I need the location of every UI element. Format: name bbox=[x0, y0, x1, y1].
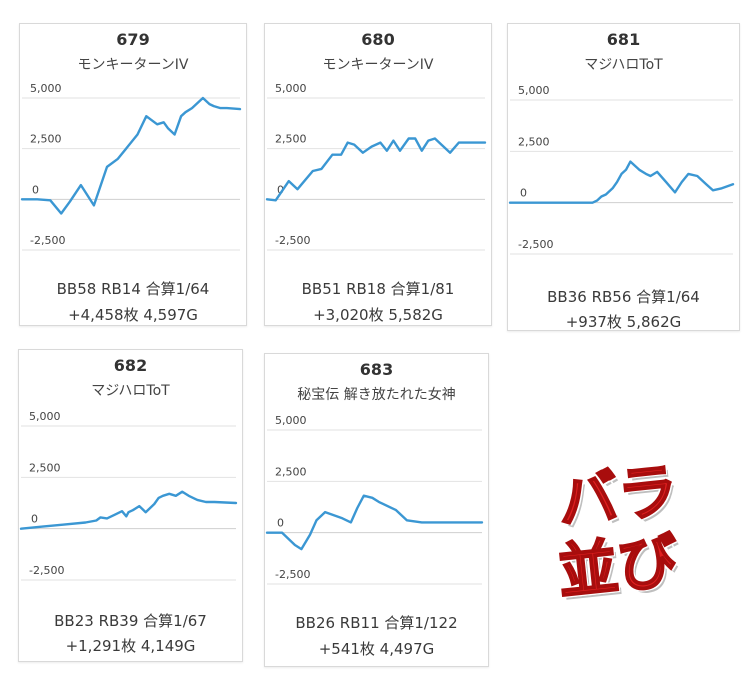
machine-number: 683 bbox=[359, 360, 394, 379]
machine-model: マジハロToT bbox=[584, 57, 663, 73]
bonus-stats: BB23 RB39 合算1/67 bbox=[54, 612, 207, 630]
machine-number: 681 bbox=[606, 30, 641, 49]
y-tick-label: -2,500 bbox=[275, 568, 310, 581]
line-chart: 5,000 2,500 0 -2,500 bbox=[265, 82, 487, 251]
y-tick-label: 5,000 bbox=[29, 410, 61, 423]
machine-model: モンキーターンIV bbox=[77, 57, 189, 73]
y-tick-label: 2,500 bbox=[30, 133, 62, 146]
bonus-stats: BB36 RB56 合算1/64 bbox=[547, 288, 700, 306]
y-tick-label: 5,000 bbox=[30, 82, 62, 95]
series-line bbox=[19, 490, 238, 530]
y-tick-label: 2,500 bbox=[275, 465, 307, 478]
y-tick-label: 5,000 bbox=[275, 414, 307, 427]
machine-model: 秘宝伝 解き放たれた女神 bbox=[297, 387, 456, 403]
result-stats: +937枚 5,862G bbox=[565, 313, 682, 331]
y-tick-label: 0 bbox=[32, 183, 39, 196]
y-tick-label: 2,500 bbox=[29, 461, 61, 474]
result-stats: +3,020枚 5,582G bbox=[313, 306, 443, 324]
bonus-stats: BB51 RB18 合算1/81 bbox=[301, 280, 455, 298]
machine-number: 679 bbox=[116, 30, 150, 49]
y-tick-label: 5,000 bbox=[518, 84, 550, 97]
y-tick-label: 2,500 bbox=[275, 133, 307, 146]
bonus-stats: BB26 RB11 合算1/122 bbox=[295, 614, 458, 632]
line-chart: 5,000 2,500 0 -2,500 bbox=[265, 414, 484, 585]
chart-card-683: 683 秘宝伝 解き放たれた女神 5,000 2,500 0 -2,500 BB26 RB1… bbox=[264, 353, 489, 667]
machine-model: モンキーターンIV bbox=[322, 57, 434, 73]
y-tick-label: -2,500 bbox=[29, 564, 64, 577]
y-tick-label: -2,500 bbox=[518, 238, 553, 251]
bara-narabi-stamp: バラ 並び bbox=[548, 455, 688, 612]
chart-card-679: 679 モンキーターンIV 5,000 2,500 0 -2,500 BB58 RB14 合… bbox=[19, 23, 247, 326]
line-chart: 5,000 2,500 0 -2,500 bbox=[20, 82, 242, 251]
result-stats: +1,291枚 4,149G bbox=[65, 637, 196, 655]
series-line bbox=[20, 96, 242, 215]
bonus-stats: BB58 RB14 合算1/64 bbox=[56, 280, 210, 298]
machine-number: 680 bbox=[361, 30, 395, 49]
stamp-line-2: 並び bbox=[554, 525, 683, 609]
y-tick-label: 0 bbox=[31, 513, 38, 526]
result-stats: +541枚 4,497G bbox=[318, 640, 435, 658]
y-tick-label: 2,500 bbox=[518, 135, 550, 148]
series-line bbox=[265, 494, 484, 551]
machine-number: 682 bbox=[113, 356, 148, 375]
line-chart: 5,000 2,500 0 -2,500 bbox=[19, 410, 238, 581]
y-tick-label: 5,000 bbox=[275, 82, 307, 95]
y-tick-label: -2,500 bbox=[275, 234, 310, 247]
y-tick-label: 0 bbox=[520, 187, 527, 200]
series-line bbox=[265, 137, 487, 202]
machine-model: マジハロToT bbox=[91, 383, 170, 399]
series-line bbox=[508, 160, 735, 204]
y-tick-label: 0 bbox=[277, 517, 284, 530]
line-chart: 5,000 2,500 0 -2,500 bbox=[508, 84, 735, 255]
y-tick-label: 0 bbox=[277, 183, 284, 196]
chart-card-681: 681 マジハロToT 5,000 2,500 0 -2,500 BB36 RB56 合算1… bbox=[507, 23, 740, 331]
result-stats: +4,458枚 4,597G bbox=[68, 306, 198, 324]
y-tick-label: -2,500 bbox=[30, 234, 65, 247]
chart-card-682: 682 マジハロToT 5,000 2,500 0 -2,500 BB23 RB39 合算1… bbox=[18, 349, 243, 662]
chart-card-680: 680 モンキーターンIV 5,000 2,500 0 -2,500 BB51 RB18 合… bbox=[264, 23, 492, 326]
